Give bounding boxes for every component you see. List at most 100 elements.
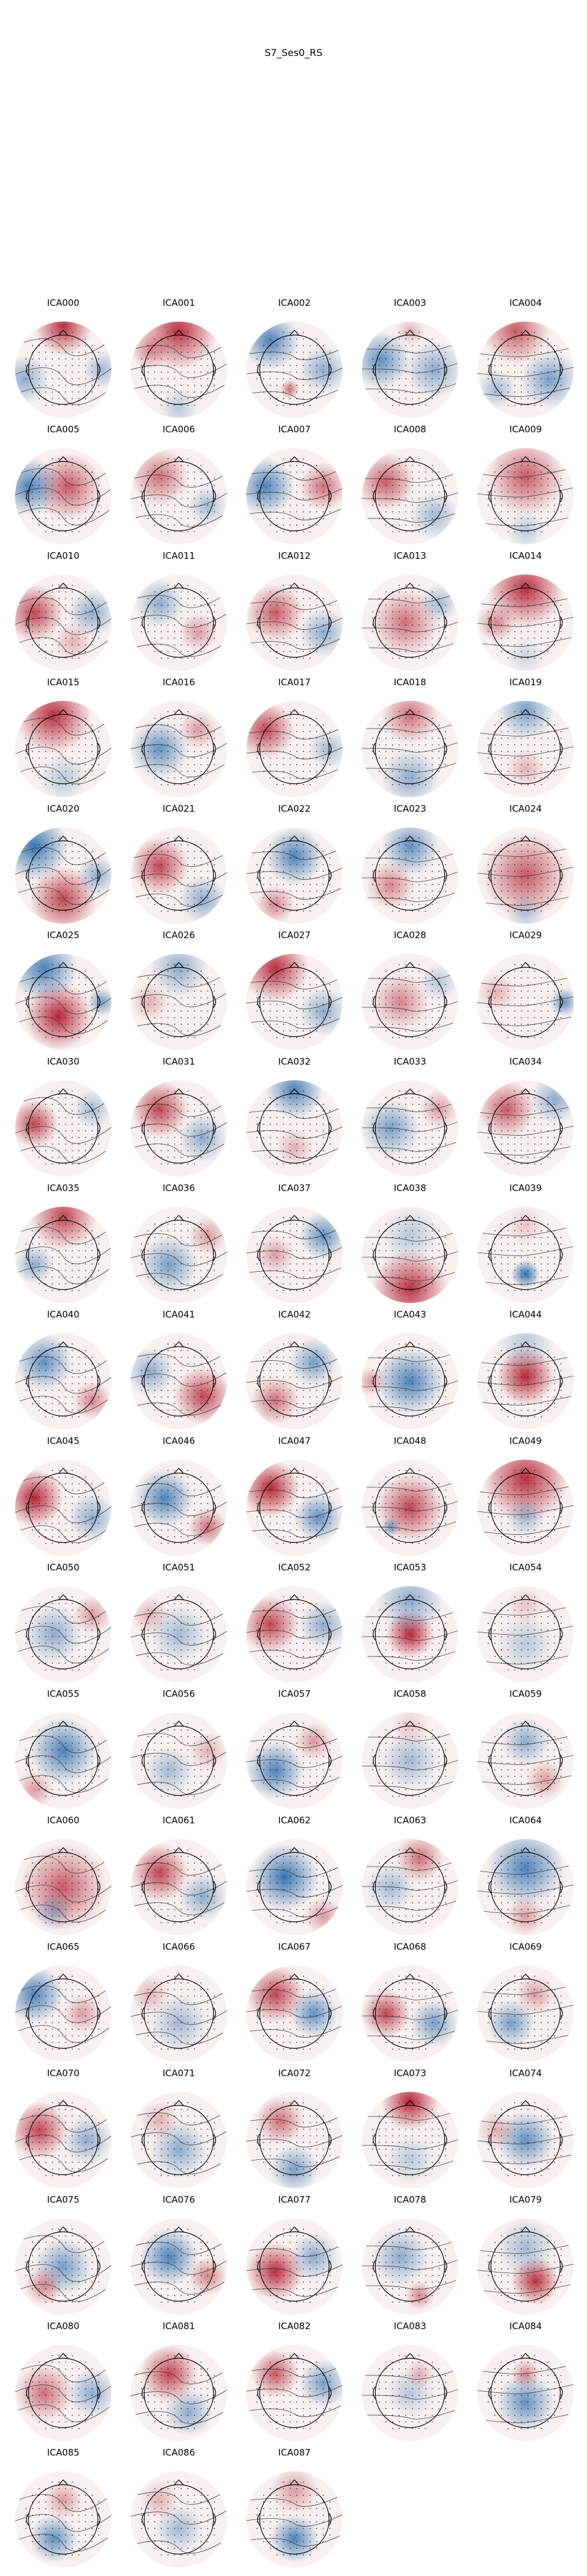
component-label: ICA084 [471, 2321, 580, 2332]
component-label: ICA042 [240, 1309, 349, 1320]
topomap [9, 1575, 117, 1690]
component-label: ICA010 [9, 550, 117, 561]
topomap [471, 943, 580, 1057]
component-label: ICA067 [240, 1941, 349, 1952]
ica-component: ICA078 [356, 2194, 464, 2323]
topomap [125, 2207, 233, 2322]
topomap [356, 1955, 464, 2069]
component-label: ICA079 [471, 2194, 580, 2205]
ica-component: ICA026 [125, 930, 233, 1059]
ica-component: ICA068 [356, 1941, 464, 2070]
component-label: ICA052 [240, 1562, 349, 1573]
component-label: ICA000 [9, 297, 117, 308]
topomap [125, 1196, 233, 1310]
topomap [356, 1575, 464, 1690]
ica-component: ICA027 [240, 930, 349, 1059]
component-label: ICA086 [125, 2447, 233, 2458]
component-label: ICA004 [471, 297, 580, 308]
topomap [240, 1322, 349, 1437]
ica-component: ICA076 [125, 2194, 233, 2323]
ica-component: ICA086 [125, 2447, 233, 2576]
component-label: ICA085 [9, 2447, 117, 2458]
ica-component: ICA063 [356, 1815, 464, 1944]
component-label: ICA008 [356, 424, 464, 435]
topomap [356, 2081, 464, 2195]
ica-component: ICA015 [9, 677, 117, 806]
component-label: ICA011 [125, 550, 233, 561]
component-label: ICA025 [9, 930, 117, 941]
topomap [125, 2081, 233, 2195]
ica-component: ICA044 [471, 1309, 580, 1438]
topomap [356, 943, 464, 1057]
ica-component: ICA070 [9, 2068, 117, 2197]
component-label: ICA075 [9, 2194, 117, 2205]
component-label: ICA069 [471, 1941, 580, 1952]
topomap [9, 1449, 117, 1563]
ica-component: ICA080 [9, 2321, 117, 2450]
topomap [240, 1196, 349, 1310]
ica-component: ICA019 [471, 677, 580, 806]
component-label: ICA018 [356, 677, 464, 688]
topomap [125, 690, 233, 804]
ica-component: ICA038 [356, 1183, 464, 1311]
component-label: ICA047 [240, 1436, 349, 1446]
topomap [356, 564, 464, 678]
topomap [125, 1955, 233, 2069]
topomap [9, 943, 117, 1057]
ica-component: ICA031 [125, 1056, 233, 1185]
ica-component: ICA029 [471, 930, 580, 1059]
topomap [356, 437, 464, 552]
component-label: ICA040 [9, 1309, 117, 1320]
ica-component: ICA035 [9, 1183, 117, 1311]
topomap [240, 1069, 349, 1184]
topomap [356, 2334, 464, 2448]
topomap [125, 311, 233, 425]
component-label: ICA073 [356, 2068, 464, 2079]
ica-component: ICA069 [471, 1941, 580, 2070]
topomap [240, 817, 349, 931]
component-label: ICA019 [471, 677, 580, 688]
ica-component: ICA032 [240, 1056, 349, 1185]
topomap [125, 2334, 233, 2448]
component-label: ICA023 [356, 803, 464, 814]
ica-component: ICA006 [125, 424, 233, 553]
ica-component: ICA083 [356, 2321, 464, 2450]
ica-component: ICA055 [9, 1688, 117, 1817]
component-label: ICA070 [9, 2068, 117, 2079]
ica-component: ICA013 [356, 550, 464, 679]
topomap [356, 2207, 464, 2322]
topomap [240, 2081, 349, 2195]
topomap [471, 1449, 580, 1563]
component-label: ICA028 [356, 930, 464, 941]
ica-component: ICA059 [471, 1688, 580, 1817]
component-label: ICA078 [356, 2194, 464, 2205]
ica-component: ICA039 [471, 1183, 580, 1311]
ica-component: ICA050 [9, 1562, 117, 1691]
component-label: ICA020 [9, 803, 117, 814]
component-label: ICA063 [356, 1815, 464, 1826]
component-label: ICA065 [9, 1941, 117, 1952]
ica-component: ICA036 [125, 1183, 233, 1311]
ica-component: ICA053 [356, 1562, 464, 1691]
topomap [9, 437, 117, 552]
topomap [240, 1955, 349, 2069]
topomap [9, 311, 117, 425]
ica-component: ICA000 [9, 297, 117, 426]
ica-component: ICA075 [9, 2194, 117, 2323]
component-label: ICA072 [240, 2068, 349, 2079]
component-label: ICA061 [125, 1815, 233, 1826]
component-label: ICA053 [356, 1562, 464, 1573]
component-label: ICA051 [125, 1562, 233, 1573]
ica-component: ICA054 [471, 1562, 580, 1691]
component-label: ICA074 [471, 2068, 580, 2079]
ica-component: ICA077 [240, 2194, 349, 2323]
ica-component: ICA042 [240, 1309, 349, 1438]
component-label: ICA037 [240, 1183, 349, 1193]
topomap [471, 1828, 580, 1943]
topomap [471, 1322, 580, 1437]
component-label: ICA080 [9, 2321, 117, 2332]
ica-component: ICA022 [240, 803, 349, 932]
topomap [471, 564, 580, 678]
ica-component: ICA062 [240, 1815, 349, 1944]
